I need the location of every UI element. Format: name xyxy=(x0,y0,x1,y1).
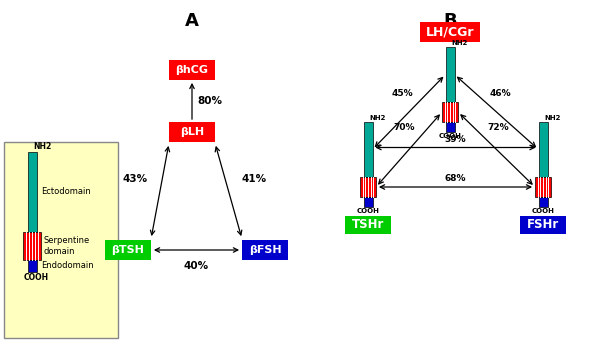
Text: 68%: 68% xyxy=(445,174,466,183)
Text: βTSH: βTSH xyxy=(112,245,145,255)
Text: A: A xyxy=(185,12,199,30)
Text: B: B xyxy=(443,12,457,30)
Text: 40%: 40% xyxy=(184,261,209,271)
Text: COOH: COOH xyxy=(532,208,554,214)
Text: 46%: 46% xyxy=(489,90,511,98)
Text: 45%: 45% xyxy=(391,90,413,98)
Bar xyxy=(539,122,548,177)
Text: 70%: 70% xyxy=(393,122,415,132)
Text: COOH: COOH xyxy=(356,208,379,214)
Bar xyxy=(364,122,373,177)
Bar xyxy=(442,102,458,122)
Bar xyxy=(539,197,548,207)
Bar xyxy=(445,47,455,102)
Bar xyxy=(360,177,376,197)
Bar xyxy=(242,240,288,260)
Text: 39%: 39% xyxy=(445,134,466,144)
Text: NH2: NH2 xyxy=(544,115,560,121)
Text: 43%: 43% xyxy=(123,174,148,184)
Text: NH2: NH2 xyxy=(33,142,51,151)
Text: COOH: COOH xyxy=(439,133,461,139)
Text: NH2: NH2 xyxy=(369,115,385,121)
Text: Ectodomain: Ectodomain xyxy=(41,187,91,197)
Bar xyxy=(105,240,151,260)
Text: NH2: NH2 xyxy=(451,40,467,46)
Text: βLH: βLH xyxy=(180,127,204,137)
Text: FSHr: FSHr xyxy=(527,219,559,232)
Bar xyxy=(28,260,37,272)
Text: TSHr: TSHr xyxy=(352,219,384,232)
Text: Serpentine
domain: Serpentine domain xyxy=(44,236,90,256)
Bar xyxy=(535,177,551,197)
Bar xyxy=(364,197,373,207)
Bar xyxy=(445,122,455,132)
Bar xyxy=(520,216,566,234)
Bar xyxy=(345,216,391,234)
Text: 80%: 80% xyxy=(197,96,222,106)
Text: 72%: 72% xyxy=(487,122,509,132)
Bar xyxy=(28,152,37,232)
Text: βFSH: βFSH xyxy=(248,245,281,255)
Bar xyxy=(420,22,480,42)
Text: 41%: 41% xyxy=(241,174,266,184)
Bar xyxy=(23,232,41,260)
FancyBboxPatch shape xyxy=(4,142,118,338)
Text: βhCG: βhCG xyxy=(176,65,209,75)
Bar xyxy=(169,122,215,142)
Bar xyxy=(169,60,215,80)
Text: LH/CGr: LH/CGr xyxy=(426,26,474,39)
Text: Endodomain: Endodomain xyxy=(41,262,94,271)
Text: COOH: COOH xyxy=(24,273,49,282)
